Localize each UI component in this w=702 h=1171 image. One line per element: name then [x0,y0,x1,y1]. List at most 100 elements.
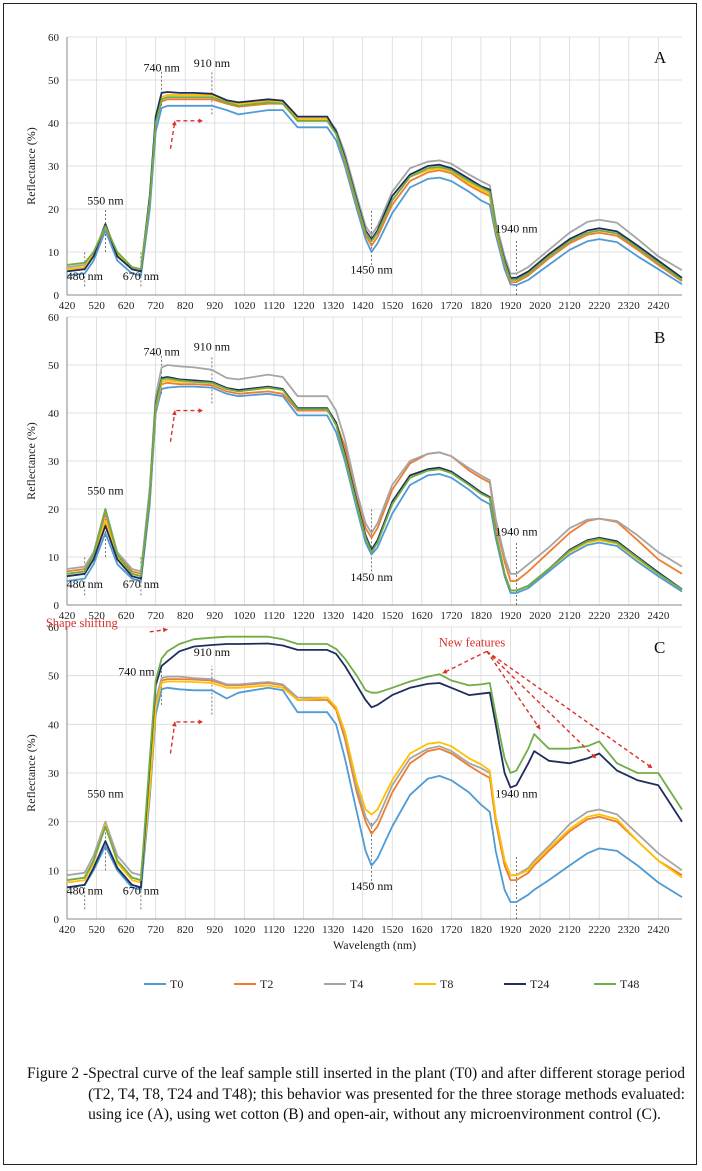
shift-arrow-right-head [198,118,204,124]
series-line-t48 [66,635,683,881]
new-feature-arrow-4 [486,650,653,769]
chart-panel-b: 420 520 620 720 820 920 1020 1120 1220 1320 1420 15… [24,312,683,622]
x-tick-label: 1420 [352,610,375,622]
x-tick-label: 1520 [381,300,404,312]
x-tick-label: 1820 [470,300,493,312]
series-line-t8 [66,680,683,884]
x-tick-label: 1920 [500,610,523,622]
x-tick-label: 1120 [263,610,285,622]
series-line-t0 [66,385,683,594]
x-tick-label: 420 [59,610,76,622]
annotation-label: 670 nm [123,884,160,898]
x-tick-label: 920 [207,924,224,936]
y-tick-label: 20 [48,504,60,516]
y-tick-label: 40 [48,719,60,731]
x-tick-label: 1420 [352,300,375,312]
annotation-label: 910 nm [194,56,231,70]
x-tick-label: 1220 [293,300,316,312]
series-line-t0 [66,104,683,287]
series-line-t2 [66,98,683,284]
annotation-label: 1450 nm [350,879,393,893]
x-tick-label: 520 [88,610,105,622]
y-axis-label: Reflectance (%) [24,734,38,812]
annotation-label: 1450 nm [350,570,393,584]
x-tick-label: 2020 [529,300,552,312]
x-tick-label: 1420 [352,924,375,936]
series-line-t48 [66,377,683,592]
x-tick-label: 620 [118,924,135,936]
series-line-t24 [66,376,683,592]
x-tick-label: 1020 [233,610,256,622]
y-tick-label: 40 [48,408,60,420]
y-tick-label: 10 [48,247,60,259]
y-tick-label: 10 [48,865,60,877]
shift-arrow-right-head [198,719,204,725]
y-tick-label: 30 [48,161,60,173]
x-tick-label: 2120 [559,300,582,312]
annotation-label: 480 nm [67,884,104,898]
shift-arrow-up-head [171,120,177,126]
panel-letter: B [654,328,665,347]
legend: T0 T2 T4 T8 T24 T48 [144,977,639,991]
series-line-t8 [66,379,683,592]
series-line-t2 [66,678,683,881]
legend-label-t48: T48 [620,977,639,991]
x-tick-label: 1020 [233,924,256,936]
shift-arrow-right-head [198,408,204,413]
x-tick-label: 1720 [440,924,463,936]
new-feature-arrow-1-head [442,669,448,674]
y-tick-label: 60 [48,622,60,634]
y-tick-label: 50 [48,360,60,372]
x-tick-label: 520 [88,924,105,936]
new-features-label: New features [439,635,505,649]
x-tick-label: 1020 [233,300,256,312]
y-tick-label: 50 [48,671,60,683]
x-tick-label: 520 [88,300,105,312]
x-tick-label: 2320 [618,300,641,312]
x-tick-label: 1620 [411,924,434,936]
annotation-label: 1450 nm [350,263,393,277]
shape-shifting-arrow-head [162,627,168,633]
x-tick-label: 2420 [647,924,670,936]
x-tick-label: 2120 [559,924,582,936]
x-tick-label: 1520 [381,924,404,936]
x-tick-label: 2220 [588,924,611,936]
annotation-label: 740 nm [118,665,155,679]
x-tick-label: 1620 [411,610,434,622]
legend-label-t0: T0 [170,977,183,991]
shift-arrow-up-head [171,721,177,727]
x-tick-label: 1320 [322,300,345,312]
new-feature-arrow-3 [486,650,597,759]
shift-arrow-up [169,721,176,754]
y-tick-label: 60 [48,312,60,324]
x-tick-label: 1720 [440,610,463,622]
x-tick-label: 1820 [470,610,493,622]
x-tick-label: 820 [177,924,194,936]
y-tick-label: 0 [54,914,60,926]
x-tick-label: 1620 [411,300,434,312]
annotation-label: 670 nm [123,269,160,283]
x-tick-label: 1220 [293,924,316,936]
shift-arrow-up [169,410,176,442]
y-axis-label: Reflectance (%) [24,422,38,500]
annotation-label: 670 nm [123,577,160,591]
legend-label-t24: T24 [530,977,549,991]
x-tick-label: 1220 [293,610,316,622]
caption-lead: Figure 2 - [27,1065,89,1082]
x-tick-label: 1920 [500,300,523,312]
x-tick-label: 1320 [322,924,345,936]
annotation-label: 910 nm [194,340,231,354]
chart-panel-c: 420 520 620 720 820 920 1020 1120 1220 1320 1420 15… [24,616,683,952]
annotation-label: 740 nm [143,344,180,358]
new-feature-arrow-2 [486,650,541,730]
y-tick-label: 60 [48,32,60,44]
x-tick-label: 820 [177,610,194,622]
y-axis-label: Reflectance (%) [24,127,38,205]
x-tick-label: 2320 [618,610,641,622]
x-tick-label: 2220 [588,610,611,622]
legend-label-t4: T4 [350,977,363,991]
x-tick-label: 1920 [500,924,523,936]
annotation-label: 480 nm [67,269,104,283]
caption-text: Spectral curve of the leaf sample still … [88,1065,685,1123]
x-tick-label: 620 [118,300,135,312]
